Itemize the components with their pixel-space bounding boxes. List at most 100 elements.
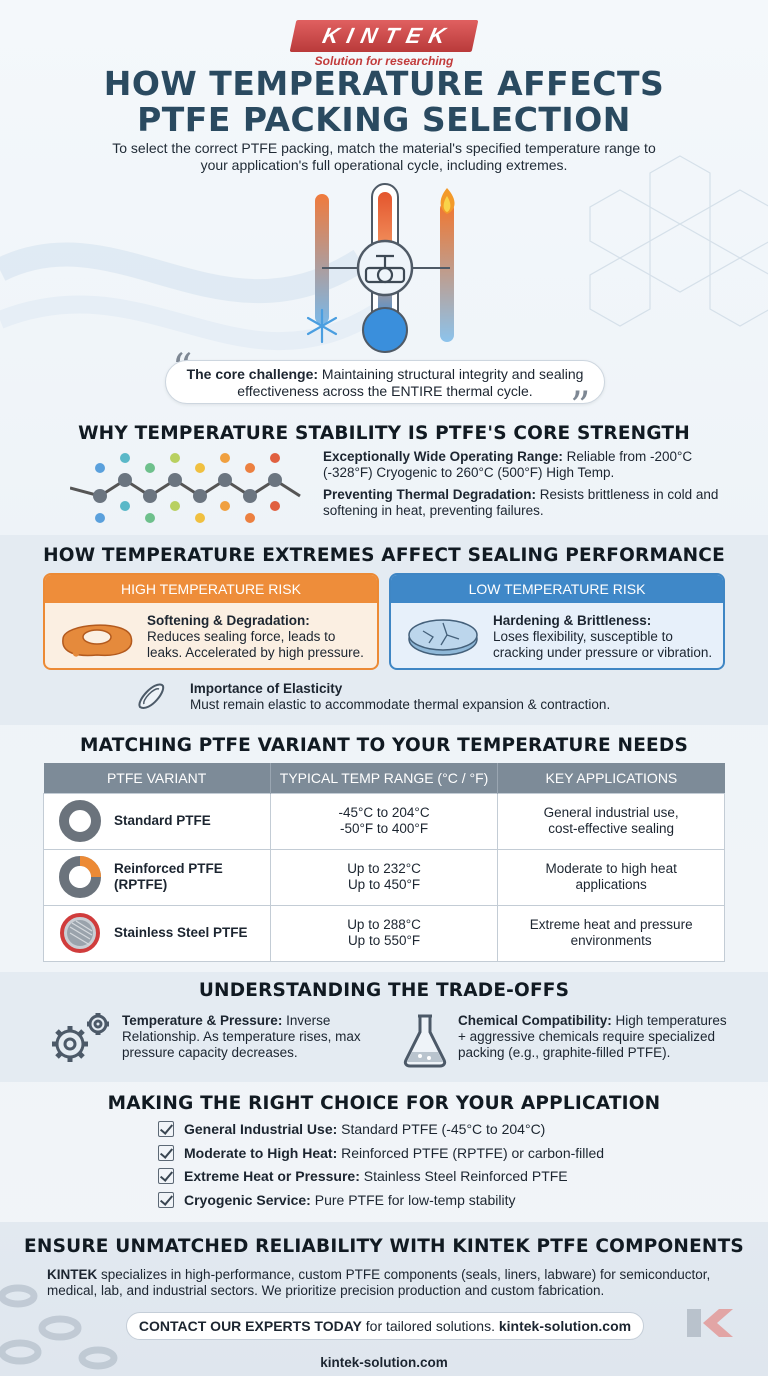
variant-cell: Standard PTFE: [43, 792, 271, 850]
applications-cell: Extreme heat and pressure environments: [497, 904, 725, 962]
kintek-brand-word: KINTEK: [47, 1267, 98, 1282]
extremes-section-title: HOW TEMPERATURE EXTREMES AFFECT SEALING …: [43, 545, 725, 566]
choice-label: Moderate to High Heat:: [184, 1144, 338, 1161]
checkbox-icon: [158, 1191, 174, 1208]
choice-text: Reinforced PTFE (RPTFE) or carbon-filled: [337, 1144, 605, 1161]
variant-name: Standard PTFE: [114, 813, 211, 828]
elasticity-label: Importance of Elasticity: [190, 681, 343, 696]
chemical-compatibility-text: High temperatures + aggressive chemicals…: [458, 1013, 727, 1060]
standard-ptfe-ring-icon: [59, 800, 101, 842]
choice-label: Cryogenic Service:: [184, 1191, 311, 1208]
table-row: Stainless Steel PTFE Up to 288°C Up to 55…: [43, 904, 725, 962]
variant-cell: Reinforced PTFE (RPTFE): [43, 848, 271, 906]
chemical-compatibility-tradeoff: Chemical Compatibility: High temperature…: [458, 1013, 730, 1061]
operating-range-label: Exceptionally Wide Operating Range:: [323, 449, 563, 464]
cta-link[interactable]: kintek-solution.com: [498, 1318, 632, 1334]
snowflake-icon: [306, 308, 338, 344]
operating-range-text: Reliable from -200°C (-328°F) Cryogenic …: [323, 449, 693, 480]
thermometer-valve-illustration: [306, 183, 455, 353]
range-fahrenheit: Up to 450°F: [347, 877, 421, 892]
quote-close-icon: ”: [570, 384, 591, 430]
core-challenge-callout: The core challenge: Maintaining structur…: [165, 360, 605, 404]
table-header-row: PTFE VARIANT TYPICAL TEMP RANGE (°C / °F…: [43, 763, 725, 793]
temp-range-cell: -45°C to 204°C -50°F to 400°F: [269, 792, 499, 850]
applications-cell: General industrial use, cost-effective se…: [497, 792, 725, 850]
temp-range-cell: Up to 288°C Up to 550°F: [269, 904, 499, 962]
temperature-pressure-tradeoff: Temperature & Pressure: Inverse Relation…: [122, 1013, 384, 1061]
low-temperature-risk-text: Hardening & Brittleness: Loses flexibili…: [493, 613, 717, 661]
column-header-applications: KEY APPLICATIONS: [497, 763, 725, 793]
variant-name: Stainless Steel PTFE: [114, 925, 248, 940]
chemical-compatibility-label: Chemical Compatibility:: [458, 1013, 612, 1028]
core-challenge-text: Maintaining structural integrity and sea…: [237, 366, 584, 399]
contact-cta-button[interactable]: CONTACT OUR EXPERTS TODAY for tailored s…: [126, 1312, 644, 1340]
choice-label: General Industrial Use:: [184, 1121, 338, 1137]
table-row: Reinforced PTFE (RPTFE) Up to 232°C Up to…: [43, 848, 725, 906]
application-line2: applications: [575, 877, 647, 892]
background-pattern: [0, 155, 768, 351]
thermal-degradation-point: Preventing Thermal Degradation: Resists …: [323, 487, 723, 519]
page-title-line2: PTFE PACKING SELECTION: [137, 100, 631, 139]
stability-section-title: WHY TEMPERATURE STABILITY IS PTFE'S CORE…: [78, 423, 690, 444]
hardening-label: Hardening & Brittleness:: [493, 613, 652, 628]
brand-tagline: Solution for researching: [314, 54, 454, 68]
low-temperature-risk-header: LOW TEMPERATURE RISK: [391, 575, 723, 603]
variant-cell: Stainless Steel PTFE: [43, 904, 271, 962]
applications-cell: Moderate to high heat applications: [497, 848, 725, 906]
temp-range-cell: Up to 232°C Up to 450°F: [269, 848, 499, 906]
application-line1: General industrial use,: [543, 805, 679, 820]
high-temperature-risk-text: Softening & Degradation: Reduces sealing…: [147, 613, 371, 661]
brand-header: KINTEK Solution for researching: [0, 20, 768, 68]
reliability-section-band: [0, 1222, 768, 1376]
high-temperature-risk-card: HIGH TEMPERATURE RISK Softening & Degrad…: [43, 573, 379, 670]
ptfe-variant-table: PTFE VARIANT TYPICAL TEMP RANGE (°C / °F…: [43, 763, 725, 962]
thermal-degradation-label: Preventing Thermal Degradation:: [323, 487, 537, 502]
valve-icon: [364, 254, 406, 284]
choice-checklist: General Industrial Use: Standard PTFE (-…: [158, 1121, 604, 1215]
elasticity-description: Must remain elastic to accommodate therm…: [190, 697, 611, 712]
gears-icon: [52, 1013, 109, 1062]
ptfe-rings-decoration: [0, 1284, 118, 1370]
elasticity-note: Importance of Elasticity Must remain ela…: [132, 677, 652, 717]
choice-label: Extreme Heat or Pressure:: [184, 1168, 360, 1184]
page-title: HOW TEMPERATURE AFFECTS PTFE PACKING SEL…: [0, 66, 768, 138]
ptfe-molecule-icon: [70, 453, 301, 523]
kintek-logo[interactable]: KINTEK: [289, 20, 479, 52]
high-temperature-risk-header: HIGH TEMPERATURE RISK: [45, 575, 377, 603]
cta-bold-text: CONTACT OUR EXPERTS TODAY: [138, 1318, 362, 1334]
cracked-disc-icon: [408, 619, 478, 656]
stability-points: Exceptionally Wide Operating Range: Reli…: [323, 449, 723, 525]
list-item: General Industrial Use: Standard PTFE (-…: [158, 1121, 604, 1137]
variant-name: Reinforced PTFE (RPTFE): [114, 861, 223, 892]
low-temperature-risk-card: LOW TEMPERATURE RISK Hardening & Brittle…: [389, 573, 725, 670]
variants-section-title: MATCHING PTFE VARIANT TO YOUR TEMPERATUR…: [80, 735, 688, 756]
choice-text: Stainless Steel Reinforced PTFE: [359, 1168, 568, 1184]
temperature-pressure-text: Inverse Relationship. As temperature ris…: [122, 1013, 361, 1060]
elasticity-text-block: Importance of Elasticity Must remain ela…: [190, 681, 610, 713]
footer-url[interactable]: kintek-solution.com: [320, 1355, 448, 1370]
range-celsius: Up to 232°C: [347, 861, 421, 876]
checkbox-icon: [158, 1168, 174, 1184]
list-item: Extreme Heat or Pressure: Stainless Stee…: [158, 1168, 604, 1184]
flame-icon: [440, 188, 455, 214]
page-title-line1: HOW TEMPERATURE AFFECTS: [103, 64, 665, 103]
choice-text: Pure PTFE for low-temp stability: [310, 1191, 516, 1208]
list-item: Moderate to High Heat: Reinforced PTFE (…: [158, 1144, 605, 1161]
thermal-degradation-text: Resists brittleness in cold and softenin…: [323, 487, 719, 518]
hardening-description: Loses flexibility, susceptible to cracki…: [493, 629, 713, 660]
list-item: Cryogenic Service: Pure PTFE for low-tem…: [158, 1191, 604, 1208]
softening-label: Softening & Degradation:: [147, 613, 310, 628]
range-fahrenheit: -50°F to 400°F: [339, 821, 429, 836]
kintek-description: KINTEK specializes in high-performance, …: [47, 1267, 727, 1299]
application-line1: Extreme heat and pressure: [529, 917, 693, 932]
kintek-description-text: specializes in high-performance, custom …: [47, 1267, 711, 1298]
core-challenge-label: The core challenge:: [186, 366, 319, 382]
choice-text: Standard PTFE (-45°C to 204°C): [337, 1121, 546, 1137]
column-header-variant: PTFE VARIANT: [43, 763, 271, 793]
elastic-band-icon: [138, 683, 165, 709]
choice-section-title: MAKING THE RIGHT CHOICE FOR YOUR APPLICA…: [107, 1093, 661, 1114]
softening-description: Reduces sealing force, leads to leaks. A…: [147, 629, 364, 660]
application-line2: environments: [570, 933, 652, 948]
application-line2: cost-effective sealing: [548, 821, 675, 836]
